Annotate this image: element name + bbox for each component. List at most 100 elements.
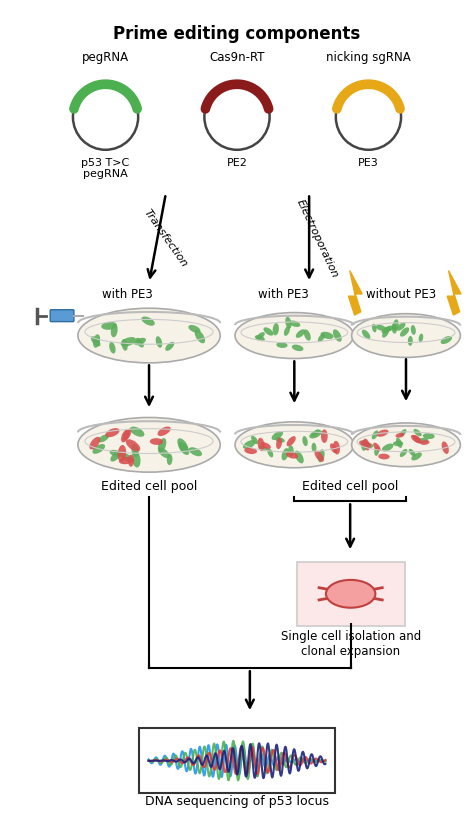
Ellipse shape bbox=[284, 326, 290, 336]
Ellipse shape bbox=[120, 453, 132, 461]
Ellipse shape bbox=[400, 327, 409, 337]
Ellipse shape bbox=[320, 332, 334, 339]
Ellipse shape bbox=[141, 317, 155, 326]
Ellipse shape bbox=[411, 452, 422, 460]
Ellipse shape bbox=[287, 436, 296, 446]
Ellipse shape bbox=[318, 334, 325, 342]
Ellipse shape bbox=[128, 455, 134, 467]
Ellipse shape bbox=[167, 454, 173, 465]
Ellipse shape bbox=[188, 325, 201, 333]
Ellipse shape bbox=[296, 329, 305, 338]
Ellipse shape bbox=[289, 320, 301, 327]
Ellipse shape bbox=[286, 452, 298, 459]
Ellipse shape bbox=[78, 309, 220, 363]
Ellipse shape bbox=[110, 451, 121, 461]
Ellipse shape bbox=[330, 444, 337, 453]
Ellipse shape bbox=[419, 334, 423, 342]
Ellipse shape bbox=[441, 336, 452, 344]
Ellipse shape bbox=[235, 422, 354, 468]
Ellipse shape bbox=[396, 438, 402, 448]
Ellipse shape bbox=[411, 435, 421, 443]
Ellipse shape bbox=[312, 430, 320, 436]
Ellipse shape bbox=[413, 429, 422, 436]
FancyBboxPatch shape bbox=[50, 309, 74, 322]
Ellipse shape bbox=[373, 443, 381, 451]
Ellipse shape bbox=[409, 449, 416, 456]
Text: Electroporation: Electroporation bbox=[294, 198, 340, 279]
Text: Edited cell pool: Edited cell pool bbox=[302, 480, 399, 493]
Ellipse shape bbox=[105, 428, 119, 437]
Ellipse shape bbox=[98, 435, 109, 442]
Ellipse shape bbox=[408, 336, 413, 346]
Ellipse shape bbox=[400, 430, 407, 436]
Ellipse shape bbox=[267, 449, 273, 457]
Text: Prime editing components: Prime editing components bbox=[113, 25, 361, 43]
Text: DNA sequencing of p53 locus: DNA sequencing of p53 locus bbox=[145, 796, 329, 808]
Ellipse shape bbox=[292, 344, 303, 351]
Ellipse shape bbox=[285, 317, 292, 329]
FancyBboxPatch shape bbox=[139, 728, 335, 793]
Ellipse shape bbox=[131, 444, 138, 457]
Ellipse shape bbox=[256, 332, 265, 339]
Ellipse shape bbox=[272, 431, 283, 440]
Ellipse shape bbox=[382, 329, 389, 338]
Ellipse shape bbox=[362, 329, 370, 339]
Text: Single cell isolation and
clonal expansion: Single cell isolation and clonal expansi… bbox=[281, 630, 421, 657]
Ellipse shape bbox=[363, 439, 370, 450]
Ellipse shape bbox=[111, 324, 118, 337]
Ellipse shape bbox=[189, 447, 202, 456]
Text: p53 T>C
pegRNA: p53 T>C pegRNA bbox=[82, 158, 130, 179]
Ellipse shape bbox=[378, 454, 390, 460]
Ellipse shape bbox=[413, 435, 422, 444]
Text: with PE3: with PE3 bbox=[258, 288, 309, 301]
Ellipse shape bbox=[276, 438, 282, 449]
Ellipse shape bbox=[251, 436, 258, 444]
Text: pegRNA: pegRNA bbox=[82, 52, 129, 64]
Ellipse shape bbox=[420, 440, 429, 445]
Ellipse shape bbox=[395, 433, 404, 438]
Ellipse shape bbox=[411, 325, 416, 334]
Text: Edited cell pool: Edited cell pool bbox=[101, 480, 197, 493]
Ellipse shape bbox=[126, 440, 140, 451]
Ellipse shape bbox=[361, 440, 366, 451]
Ellipse shape bbox=[377, 430, 389, 437]
Ellipse shape bbox=[155, 336, 162, 348]
Ellipse shape bbox=[396, 323, 406, 331]
Ellipse shape bbox=[158, 448, 170, 458]
Text: Cas9n-RT: Cas9n-RT bbox=[209, 52, 265, 64]
Ellipse shape bbox=[442, 441, 449, 454]
Text: without PE3: without PE3 bbox=[366, 288, 437, 301]
Ellipse shape bbox=[130, 427, 145, 437]
Ellipse shape bbox=[259, 445, 268, 451]
Ellipse shape bbox=[118, 445, 126, 462]
Ellipse shape bbox=[310, 430, 322, 439]
Ellipse shape bbox=[326, 580, 375, 608]
Ellipse shape bbox=[101, 322, 117, 329]
Ellipse shape bbox=[119, 457, 133, 465]
Ellipse shape bbox=[134, 338, 146, 345]
Ellipse shape bbox=[235, 313, 354, 359]
Ellipse shape bbox=[177, 438, 189, 453]
Ellipse shape bbox=[150, 438, 163, 445]
Ellipse shape bbox=[288, 445, 294, 457]
Ellipse shape bbox=[195, 330, 205, 344]
Polygon shape bbox=[447, 270, 461, 315]
Ellipse shape bbox=[374, 446, 379, 456]
Ellipse shape bbox=[352, 423, 460, 467]
Ellipse shape bbox=[382, 327, 392, 334]
Ellipse shape bbox=[282, 448, 289, 460]
Ellipse shape bbox=[273, 323, 279, 335]
Ellipse shape bbox=[132, 450, 140, 468]
Ellipse shape bbox=[244, 448, 257, 454]
Ellipse shape bbox=[276, 342, 288, 348]
Ellipse shape bbox=[257, 438, 264, 451]
Text: PE2: PE2 bbox=[227, 158, 247, 168]
Ellipse shape bbox=[363, 443, 374, 448]
Ellipse shape bbox=[157, 426, 171, 436]
Ellipse shape bbox=[315, 450, 324, 462]
Ellipse shape bbox=[376, 324, 386, 331]
Ellipse shape bbox=[400, 449, 407, 457]
Ellipse shape bbox=[158, 438, 166, 453]
Polygon shape bbox=[348, 270, 362, 315]
Ellipse shape bbox=[392, 324, 397, 334]
